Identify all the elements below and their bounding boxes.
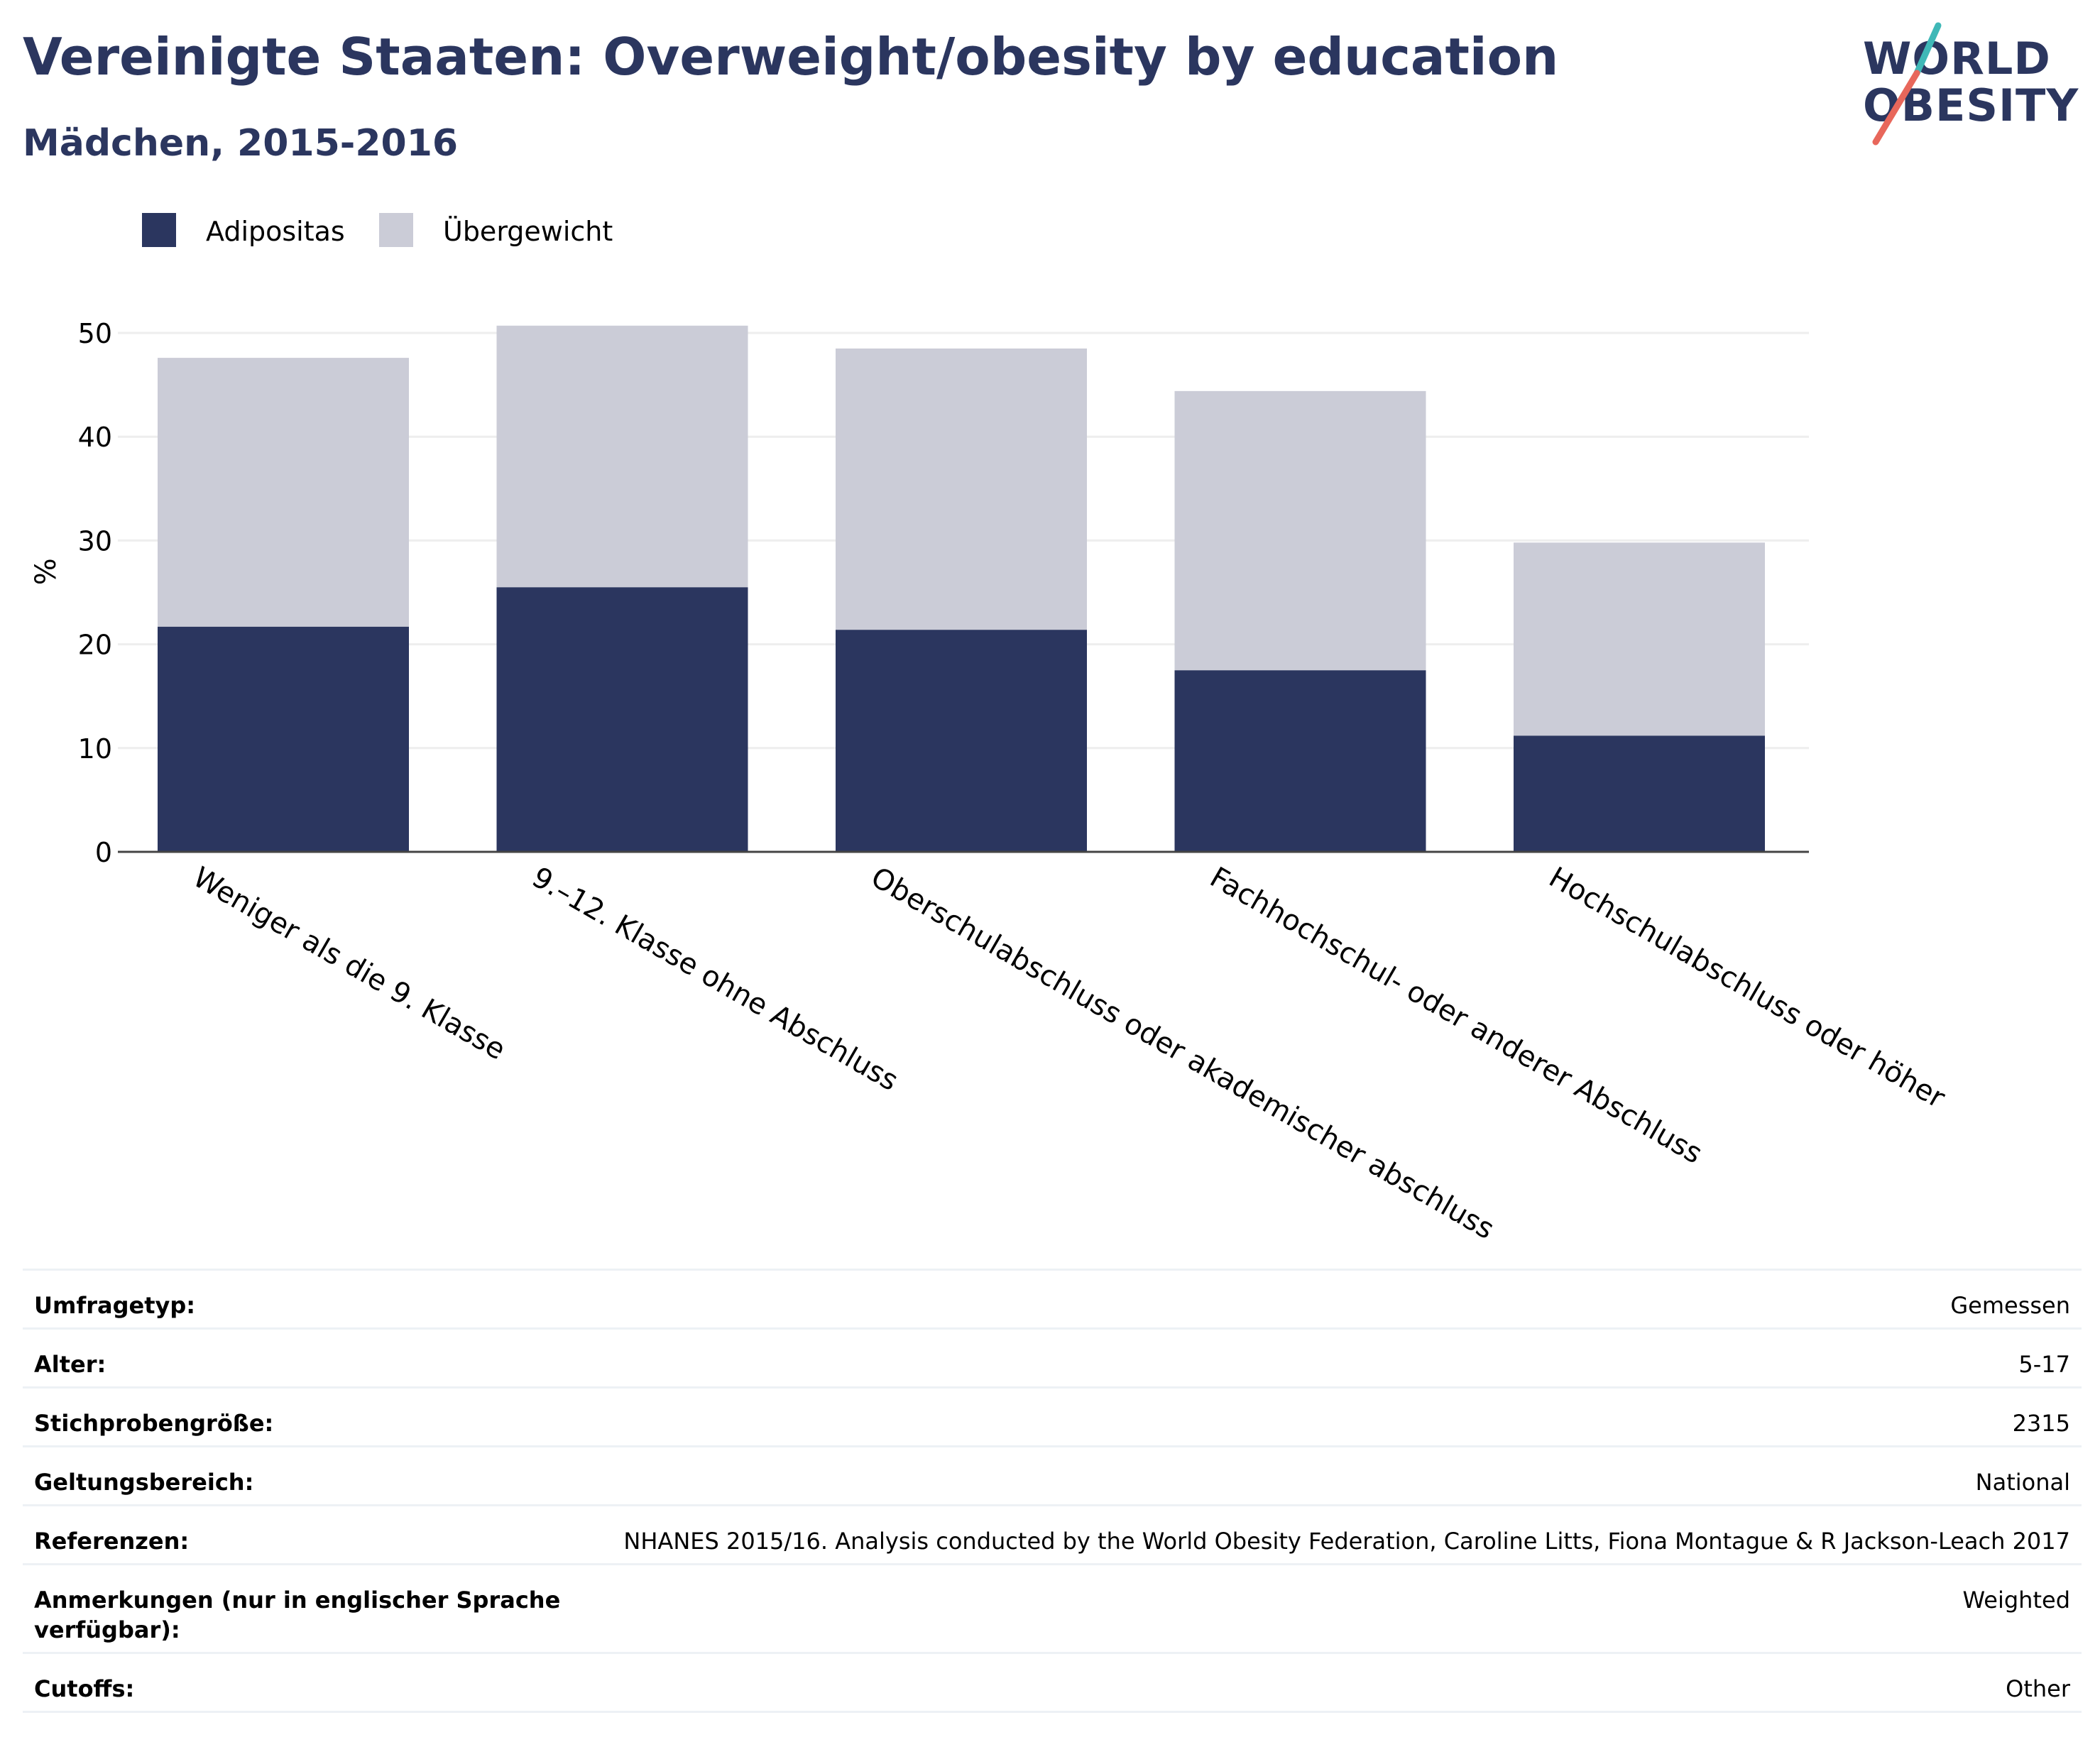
meta-row-notes: Anmerkungen (nur in englischer Sprache v… <box>23 1565 2082 1654</box>
x-tick-label: Hochschulabschluss oder höher <box>1543 861 1951 1115</box>
meta-row-cutoffs: Cutoffs: Other <box>23 1654 2082 1713</box>
logo-slash-icon <box>1872 22 1942 146</box>
logo-line-1: WORLD <box>1863 33 2051 84</box>
meta-value: 5-17 <box>2018 1351 2070 1378</box>
bar-obesity-1 <box>496 587 748 852</box>
legend-swatch-obesity <box>142 213 176 247</box>
y-tick-label: 50 <box>78 318 112 349</box>
x-tick-label: Weniger als die 9. Klasse <box>187 861 511 1067</box>
legend-swatch-overweight <box>379 213 413 247</box>
x-tick-label: Oberschulabschluss oder akademischer abs… <box>865 861 1499 1246</box>
bar-overweight-4 <box>1514 542 1765 736</box>
y-axis-label: % <box>30 558 62 585</box>
meta-label: Umfragetyp: <box>34 1292 196 1319</box>
y-tick-label: 0 <box>95 837 112 868</box>
meta-value: 2315 <box>2012 1410 2070 1437</box>
metadata-table: Umfragetyp: Gemessen Alter: 5-17 Stichpr… <box>23 1269 2082 1713</box>
meta-label: Geltungsbereich: <box>34 1469 254 1496</box>
meta-value: National <box>1975 1469 2070 1496</box>
bar-overweight-0 <box>158 358 409 627</box>
chart-title: Vereinigte Staaten: Overweight/obesity b… <box>23 27 1559 87</box>
bar-overweight-3 <box>1174 390 1426 671</box>
y-tick-label: 20 <box>78 630 112 661</box>
meta-row-age: Alter: 5-17 <box>23 1330 2082 1389</box>
meta-row-references: Referenzen: NHANES 2015/16. Analysis con… <box>23 1506 2082 1565</box>
y-tick-label: 10 <box>78 733 112 765</box>
meta-value: Gemessen <box>1950 1292 2070 1319</box>
y-tick-label: 30 <box>78 525 112 557</box>
bar-obesity-0 <box>158 626 409 852</box>
meta-row-survey-type: Umfragetyp: Gemessen <box>23 1271 2082 1330</box>
bar-obesity-3 <box>1174 670 1426 852</box>
meta-value: Weighted <box>1962 1587 2070 1614</box>
chart-subtitle: Mädchen, 2015-2016 <box>23 122 459 165</box>
meta-label: Alter: <box>34 1351 106 1378</box>
meta-label: Anmerkungen (nur in englischer Sprache v… <box>34 1587 561 1643</box>
bar-obesity-2 <box>836 630 1087 852</box>
meta-row-sample-size: Stichprobengröße: 2315 <box>23 1389 2082 1447</box>
meta-label: Cutoffs: <box>34 1675 135 1702</box>
legend-label-overweight: Übergewicht <box>443 216 613 247</box>
meta-value: NHANES 2015/16. Analysis conducted by th… <box>623 1528 2070 1555</box>
legend-label-obesity: Adipositas <box>206 216 345 247</box>
bar-overweight-1 <box>496 325 748 588</box>
x-tick-label: 9.–12. Klasse ohne Abschluss <box>527 861 904 1097</box>
y-tick-label: 40 <box>78 422 112 453</box>
bar-overweight-2 <box>836 348 1087 630</box>
meta-row-scope: Geltungsbereich: National <box>23 1447 2082 1506</box>
meta-value: Other <box>2006 1675 2070 1702</box>
meta-label: Referenzen: <box>34 1528 190 1555</box>
bar-obesity-4 <box>1514 735 1765 852</box>
stacked-bar-chart: Adipositas Übergewicht 0 10 20 30 40 50% Weniger… <box>30 213 1951 1246</box>
world-obesity-logo: WORLD OBESITY <box>1846 20 2087 155</box>
meta-label: Stichprobengröße: <box>34 1410 274 1437</box>
